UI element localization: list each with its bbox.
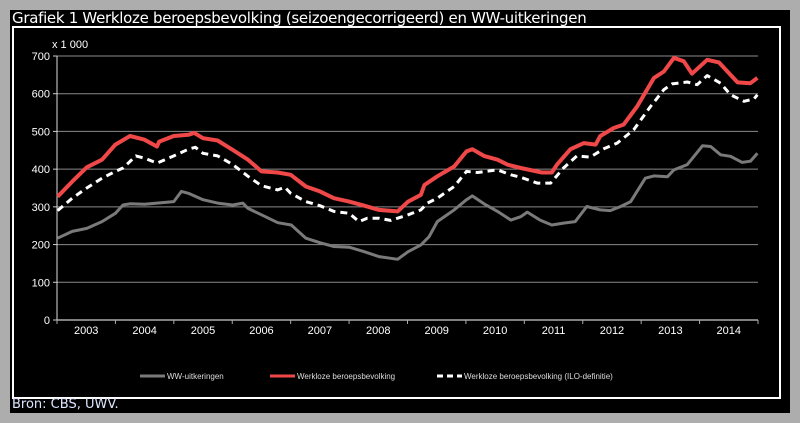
legend-label: Werkloze beroepsbevolking (ILO-definitie… <box>464 372 613 381</box>
x-tick-label: 2008 <box>366 325 390 337</box>
series-line-2 <box>56 74 759 224</box>
y-tick-label: 300 <box>32 202 50 214</box>
y-axis-unit-label: x 1 000 <box>52 39 88 51</box>
y-tick-label: 400 <box>32 164 50 176</box>
x-tick-label: 2014 <box>717 325 741 337</box>
chart-title: Grafiek 1 Werkloze beroepsbevolking (sei… <box>12 9 587 27</box>
y-tick-label: 0 <box>44 315 50 327</box>
y-tick-label: 100 <box>32 277 50 289</box>
x-tick-label: 2013 <box>658 325 682 337</box>
x-tick-label: 2010 <box>483 325 507 337</box>
source-note: Bron: CBS, UWV. <box>12 397 119 412</box>
y-tick-label: 600 <box>32 89 50 101</box>
x-tick-label: 2007 <box>308 325 332 337</box>
y-tick-label: 700 <box>32 51 50 63</box>
x-tick-label: 2009 <box>424 325 448 337</box>
x-tick-label: 2004 <box>132 325 156 337</box>
y-tick-label: 200 <box>32 240 50 252</box>
chart-frame <box>12 26 781 399</box>
x-tick-label: 2006 <box>249 325 273 337</box>
x-tick-label: 2012 <box>600 325 624 337</box>
x-tick-label: 2011 <box>542 325 566 337</box>
legend-label: WW-uitkeringen <box>167 372 224 381</box>
y-tick-label: 500 <box>32 126 50 138</box>
x-tick-label: 2005 <box>191 325 215 337</box>
x-tick-label: 2003 <box>74 325 98 337</box>
legend-label: Werkloze beroepsbevolking <box>297 372 395 381</box>
series-line-0 <box>56 144 759 261</box>
series-line-1 <box>56 55 759 214</box>
